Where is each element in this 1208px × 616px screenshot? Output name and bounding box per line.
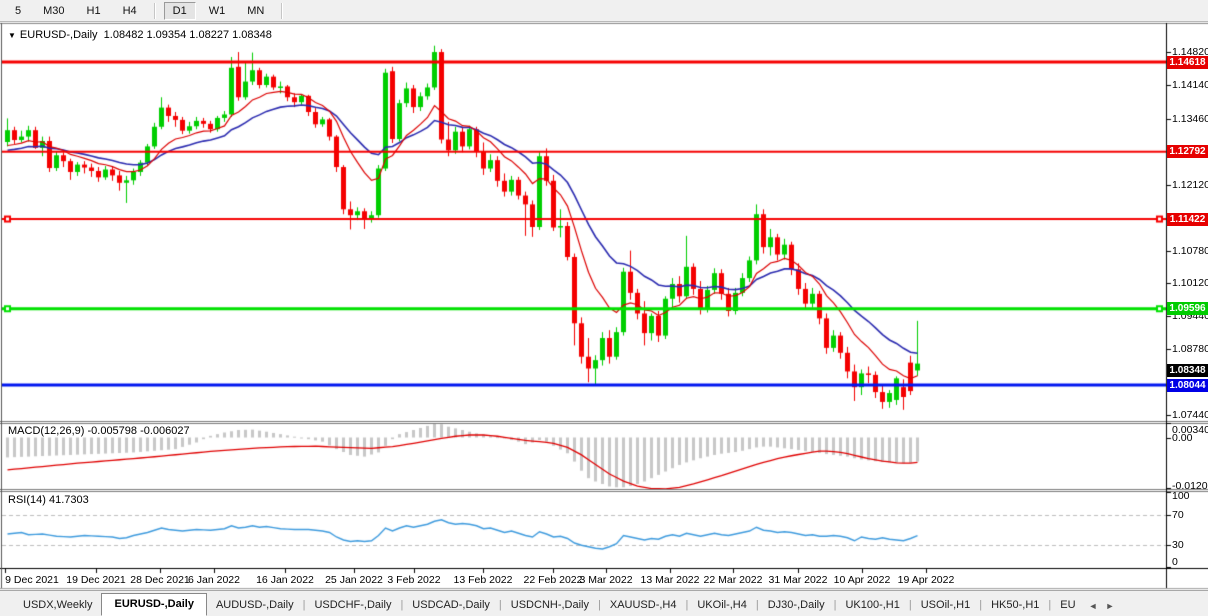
- timeframe-button-H1[interactable]: H1: [86, 4, 101, 17]
- price-line-badge: 1.14618: [1167, 55, 1208, 69]
- tab-separator: |: [302, 599, 306, 611]
- timeframe-button-MN[interactable]: MN: [247, 4, 265, 17]
- chart-tab-hk50-h1[interactable]: HK50-,H1: [991, 599, 1040, 611]
- chart-tab-ukoil-h4[interactable]: UKOil-,H4: [697, 599, 747, 611]
- price-line-badge: 1.12792: [1167, 145, 1208, 159]
- tab-separator: |: [908, 599, 912, 611]
- chart-tab-usdcnh-daily[interactable]: USDCNH-,Daily: [510, 599, 590, 611]
- chart-tab-uk100-h1[interactable]: UK100-,H1: [845, 599, 900, 611]
- date-tick-label: 9 Dec 2021: [5, 574, 59, 586]
- timeframe-button-5[interactable]: 5: [15, 4, 22, 17]
- chart-tab-usdx-weekly[interactable]: USDX,Weekly: [23, 599, 93, 611]
- chart-tabs-bar: USDX,Weekly EURUSD-,Daily AUDUSD-,Daily | US…: [0, 590, 1208, 616]
- price-tick-label: 1.08780: [1172, 342, 1208, 355]
- macd-axis-label: 0.003408: [1172, 424, 1208, 436]
- timeframe-button-H4[interactable]: H4: [122, 4, 137, 17]
- price-line-badge: 1.11422: [1167, 212, 1208, 226]
- date-tick-label: 19 Dec 2021: [66, 574, 126, 586]
- date-tick-label: 13 Mar 2022: [640, 574, 700, 586]
- rsi-axis-label: 0: [1172, 556, 1178, 568]
- price-tick-label: 1.14820: [1172, 46, 1208, 59]
- macd-label: MACD(12,26,9): [8, 425, 85, 437]
- tab-separator: |: [498, 599, 502, 611]
- tabs-scroll-left-button[interactable]: ◄: [1088, 601, 1098, 611]
- rsi-value: 41.7303: [48, 494, 89, 506]
- price-line-badge: 1.08044: [1167, 378, 1208, 392]
- tab-separator: |: [979, 599, 983, 611]
- date-tick-label: 25 Jan 2022: [325, 574, 383, 586]
- tab-separator: |: [1048, 599, 1052, 611]
- tab-separator: |: [400, 599, 404, 611]
- date-tick-label: 28 Dec 2021: [130, 574, 190, 586]
- timeframe-button-D1[interactable]: D1: [163, 1, 196, 20]
- tabs-scroll-right-button[interactable]: ►: [1105, 601, 1115, 611]
- chart-tab-eurusd-daily[interactable]: EURUSD-,Daily: [101, 593, 207, 616]
- chart-tab-eu[interactable]: EU: [1060, 599, 1076, 611]
- tab-separator: |: [833, 599, 837, 611]
- timeframe-toolbar: 5 M30 H1 H4 D1 W1 MN: [0, 0, 1208, 22]
- price-tick-label: 1.10120: [1172, 277, 1208, 289]
- rsi-label: RSI(14): [8, 494, 46, 506]
- tab-separator: |: [755, 599, 759, 611]
- date-tick-label: 13 Feb 2022: [453, 574, 513, 586]
- date-tick-label: 22 Mar 2022: [703, 574, 763, 586]
- chart-dropdown-icon[interactable]: ▼: [8, 31, 16, 40]
- date-tick-label: 22 Feb 2022: [523, 574, 583, 586]
- chart-ohlc-values: 1.08482 1.09354 1.08227 1.08348: [103, 29, 272, 41]
- price-line-badge: 1.08348: [1167, 363, 1208, 377]
- date-tick-label: 3 Mar 2022: [579, 574, 633, 586]
- toolbar-separator: [281, 2, 284, 19]
- price-tick-label: 1.12120: [1172, 178, 1208, 191]
- timeframe-button-W1[interactable]: W1: [208, 4, 226, 17]
- price-tick-label: 1.10780: [1172, 244, 1208, 257]
- rsi-indicator-label: RSI(14) 41.7303: [8, 494, 89, 506]
- rsi-axis-label: 30: [1172, 538, 1184, 551]
- toolbar-separator: [153, 2, 156, 19]
- rsi-axis-label: 100: [1172, 490, 1190, 502]
- chart-tab-usdchf-daily[interactable]: USDCHF-,Daily: [314, 599, 392, 611]
- chart-tab-dj30-daily[interactable]: DJ30-,Daily: [767, 599, 825, 611]
- tab-separator: |: [685, 599, 689, 611]
- date-tick-label: 16 Jan 2022: [256, 574, 314, 586]
- macd-axis-label: -0.012058: [1172, 480, 1208, 492]
- macd-axis-label: 0.00: [1172, 431, 1193, 444]
- price-line-badge: 1.09596: [1167, 302, 1208, 316]
- date-tick-label: 10 Apr 2022: [833, 574, 891, 586]
- chart-symbol-label: EURUSD-,Daily: [19, 29, 98, 41]
- chart-tab-xauusd-h4[interactable]: XAUUSD-,H4: [609, 599, 677, 611]
- chart-tab-usdcad-daily[interactable]: USDCAD-,Daily: [412, 599, 490, 611]
- price-tick-label: 1.14140: [1172, 79, 1208, 92]
- timeframe-button-M30[interactable]: M30: [43, 4, 65, 17]
- date-tick-label: 3 Feb 2022: [387, 574, 441, 586]
- rsi-axis-label: 70: [1172, 508, 1184, 521]
- price-tick-label: 1.07440: [1172, 408, 1208, 421]
- date-tick-label: 31 Mar 2022: [768, 574, 828, 586]
- chart-tab-audusd-daily[interactable]: AUDUSD-,Daily: [215, 599, 294, 611]
- macd-indicator-label: MACD(12,26,9) -0.005798 -0.006027: [8, 425, 190, 437]
- chart-tab-usoil-h1[interactable]: USOil-,H1: [920, 599, 971, 611]
- date-tick-label: 19 Apr 2022: [897, 574, 955, 586]
- price-tick-label: 1.13460: [1172, 112, 1208, 125]
- tab-separator: |: [598, 599, 601, 611]
- macd-values: -0.005798 -0.006027: [87, 425, 190, 437]
- chart-title: ▼ EURUSD-,Daily 1.08482 1.09354 1.08227 1…: [8, 29, 272, 41]
- date-tick-label: 6 Jan 2022: [188, 574, 240, 586]
